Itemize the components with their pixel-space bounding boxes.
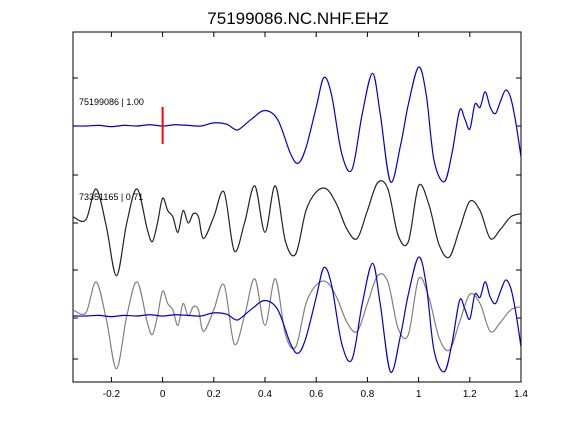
trace-layer xyxy=(72,66,522,373)
x-tick-label: 1.4 xyxy=(514,389,528,400)
x-tick-label: -0.2 xyxy=(103,389,121,400)
chart-title: 75199086.NC.NHF.EHZ xyxy=(207,9,388,28)
x-tick-label: 0.4 xyxy=(258,389,272,400)
trace-label-secondary: 73351165 | 0.71 xyxy=(79,192,143,202)
trace-line-0 xyxy=(72,66,522,183)
x-tick-label: 0 xyxy=(160,389,166,400)
overlay-line-0 xyxy=(72,256,522,373)
x-tick-label: 0.8 xyxy=(360,389,374,400)
x-tick-label: 0.2 xyxy=(207,389,221,400)
x-tick-label: 1 xyxy=(416,389,422,400)
trace-label-primary: 75199086 | 1.00 xyxy=(79,97,144,107)
trace-line-1 xyxy=(72,180,522,277)
x-tick-label: 0.6 xyxy=(309,389,323,400)
x-axis: -0.2 0 0.2 0.4 0.6 0.8 1 1.2 1.4 xyxy=(103,32,528,400)
x-tick-label: 1.2 xyxy=(463,389,477,400)
